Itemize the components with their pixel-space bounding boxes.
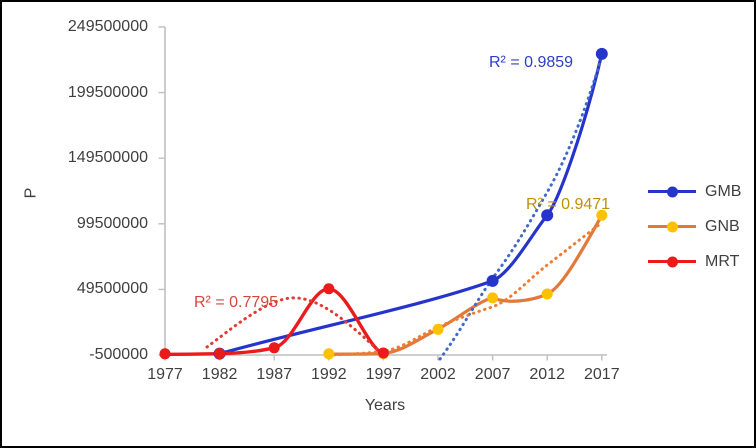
y-axis-ticks [158, 26, 165, 356]
gmb-legend-marker-icon [667, 186, 678, 197]
y-axis-title: P [22, 187, 40, 199]
x-tick-label: 1997 [365, 366, 402, 383]
y-tick-label: -500000 [89, 346, 148, 363]
y-tick-label: 99500000 [76, 214, 148, 232]
gnb-legend-marker-icon [667, 221, 678, 232]
x-tick-label: 2012 [529, 366, 565, 383]
gnb-series-line [326, 213, 604, 356]
gmb-data-point [486, 274, 499, 287]
mrt-data-point [377, 347, 389, 359]
data-point-markers [159, 47, 608, 360]
x-tick-label: 1987 [256, 366, 292, 383]
gmb-data-point [541, 209, 554, 222]
x-tick-label: 2017 [584, 366, 620, 383]
legend-item-gnb: GNB [648, 209, 741, 244]
gnb-data-point [432, 323, 444, 335]
y-tick-label: 149500000 [67, 149, 148, 167]
x-axis-title: Years [364, 397, 406, 414]
legend: GMB GNB MRT [648, 174, 741, 279]
mrt-legend-marker-icon [667, 256, 678, 267]
y-tick-label: 249500000 [67, 18, 148, 35]
x-tick-label: 1992 [311, 366, 347, 383]
mrt-legend-label: MRT [705, 252, 740, 270]
gmb-series-line [218, 52, 604, 356]
mrt-data-point [214, 348, 226, 360]
gnb-legend-label: GNB [705, 217, 740, 235]
legend-item-gmb: GMB [648, 174, 741, 209]
gnb-data-point [323, 348, 335, 360]
gnb-r-squared-annotation: R² = 0.9471 [526, 196, 611, 213]
x-tick-label: 1982 [201, 366, 238, 383]
y-tick-label: 49500000 [76, 280, 148, 298]
gmb-legend-label: GMB [705, 182, 742, 200]
gnb-data-point [596, 209, 608, 221]
mrt-data-point [159, 348, 171, 360]
x-tick-label: 2007 [474, 366, 511, 383]
gmb-data-point [595, 47, 608, 60]
mrt-data-point [323, 283, 335, 295]
mrt-trendline [205, 296, 381, 354]
gnb-data-point [541, 288, 553, 300]
x-tick-label: 2002 [420, 366, 456, 383]
mrt-r-squared-annotation: R² = 0.7795 [194, 294, 279, 311]
y-tick-label: 199500000 [67, 83, 148, 101]
mrt-data-point [268, 342, 280, 354]
gnb-data-point [487, 292, 499, 304]
x-tick-label: 1977 [147, 366, 183, 383]
legend-item-mrt: MRT [648, 244, 741, 279]
mrt-series-line [163, 286, 385, 356]
gmb-r-squared-annotation: R² = 0.9859 [489, 54, 574, 71]
